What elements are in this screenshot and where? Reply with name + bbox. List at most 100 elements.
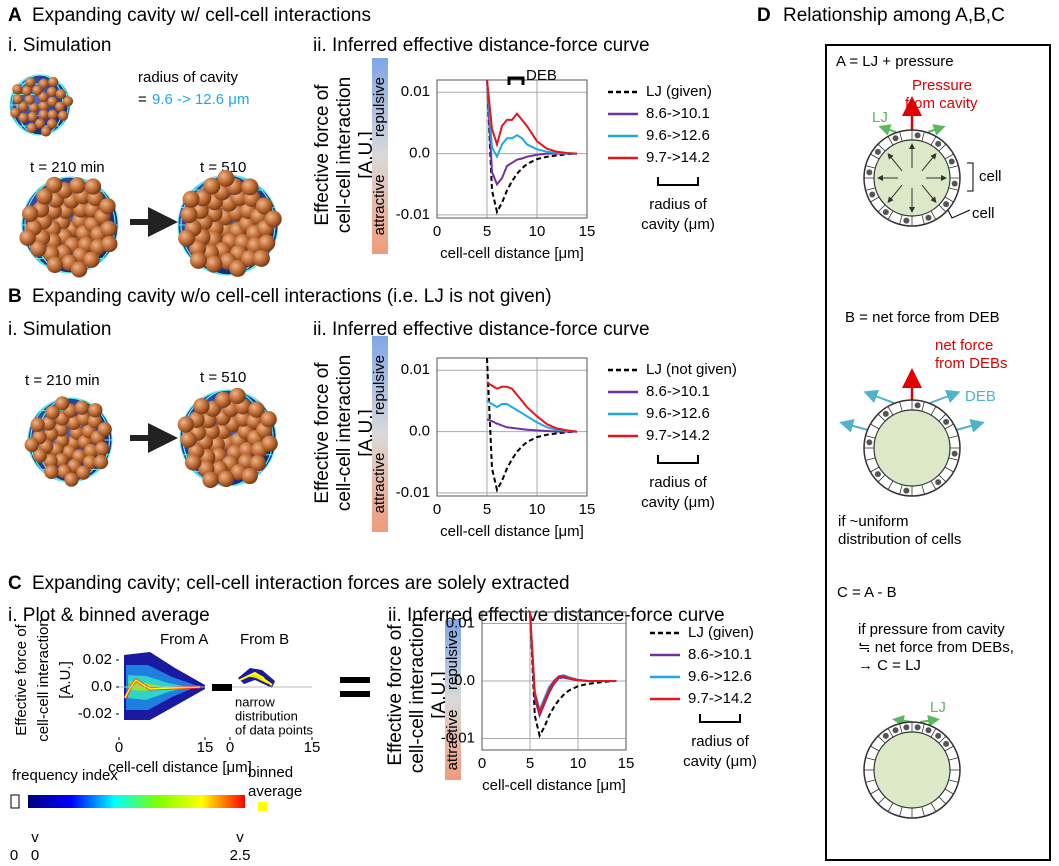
y-axis-label: Effective force of: [13, 623, 30, 735]
cell-divider: [938, 796, 947, 805]
legend-note: cavity (μm): [641, 216, 715, 233]
panel-box: [825, 44, 1051, 861]
cell-ball: [41, 416, 56, 431]
cell-nucleus: [882, 410, 889, 417]
cell-ball: [38, 91, 49, 103]
cell-divider: [899, 131, 903, 142]
cavity: [873, 731, 951, 809]
cell-ball: [88, 403, 103, 418]
cell-divider: [870, 788, 880, 795]
cell-divider: [887, 406, 894, 416]
cell-ball: [45, 176, 63, 194]
series-line: [486, 80, 578, 215]
cell-ball: [57, 110, 69, 121]
cell-divider: [921, 214, 925, 225]
cell-nucleus: [925, 727, 932, 734]
pressure-arrow: [887, 153, 903, 172]
colorbar-label: 0: [31, 847, 39, 864]
cell-ball: [12, 84, 23, 95]
legend-label: LJ (not given): [646, 361, 737, 378]
cell-ball: [214, 391, 232, 409]
annotation: DEB: [526, 67, 557, 84]
force-label: LJ: [872, 109, 888, 126]
time-label: t = 510: [200, 369, 246, 386]
note: if ~uniform: [838, 513, 908, 530]
cell-divider: [865, 779, 876, 783]
cell-ball: [180, 431, 197, 448]
equation: A = LJ + pressure: [836, 53, 954, 70]
cell-ball: [55, 88, 66, 100]
series-line: [529, 612, 617, 716]
y-tick-label: 0.0: [454, 672, 475, 689]
simulation-sphere: [24, 396, 113, 487]
legend-label: LJ (given): [688, 624, 754, 641]
cell-ball: [24, 94, 35, 105]
cell-ball: [217, 470, 235, 487]
y-tick-label: 0.01: [446, 614, 475, 631]
cell-divider: [887, 728, 894, 738]
cell-divider: [865, 165, 876, 169]
y-tick-label: 0.01: [401, 361, 430, 378]
equation: C = A - B: [837, 584, 897, 601]
cell-divider: [887, 480, 894, 490]
cell-ball: [241, 467, 258, 485]
cell-ball: [40, 126, 52, 137]
cell-ball: [177, 416, 195, 433]
cell-divider: [865, 757, 876, 761]
force-label: from DEBs: [935, 355, 1008, 372]
legend-note: cavity (μm): [641, 494, 715, 511]
cell-ball: [19, 229, 36, 246]
cell-ball: [83, 455, 98, 470]
arrow: [955, 419, 985, 433]
x-tick-label: 0: [226, 739, 234, 756]
colorbar-label: v: [31, 829, 39, 846]
bracket: [657, 177, 699, 186]
cell-nucleus: [866, 439, 873, 446]
y-tick-label: 0.02: [83, 651, 112, 668]
cell-divider: [921, 484, 925, 495]
cell-ball: [21, 85, 32, 96]
cell-ball: [217, 169, 235, 187]
cell-ball: [252, 249, 270, 267]
cell-ball: [54, 453, 69, 468]
y-axis-label: [A.U.]: [429, 671, 450, 719]
cell-ball: [99, 197, 116, 215]
y-axis-label: cell-cell interaction: [334, 77, 355, 233]
cell-divider: [930, 406, 937, 416]
cell-ball: [229, 387, 246, 405]
cell-ball: [62, 96, 74, 107]
simulation-sphere: [177, 169, 282, 277]
cell-ball: [260, 411, 277, 428]
x-tick-label: 15: [579, 501, 596, 518]
time-label: t = 210 min: [30, 159, 105, 176]
cell-divider: [865, 435, 876, 439]
y-axis-label: Effective force of: [385, 624, 406, 766]
cell-ball: [84, 178, 102, 195]
cell-nucleus: [874, 148, 881, 155]
cell-ball: [182, 190, 200, 208]
radius-eq: =: [138, 91, 147, 108]
cell-ring: [863, 721, 961, 819]
cell-divider: [944, 196, 954, 203]
cell-divider: [938, 735, 947, 744]
cell-divider: [877, 735, 886, 744]
cell-ball: [32, 85, 43, 96]
cell-nucleus: [903, 487, 910, 494]
equals-sign: [340, 677, 370, 683]
arrow: [919, 714, 940, 727]
cell-ball: [202, 471, 219, 488]
cell-nucleus: [869, 191, 876, 198]
cavity: [873, 409, 951, 487]
x-tick-label: 5: [483, 501, 491, 518]
cell-ball: [30, 417, 45, 432]
series-line: [486, 418, 577, 433]
legend-label: binned: [248, 764, 293, 781]
cell-ball: [248, 401, 265, 418]
cell-divider: [899, 806, 903, 817]
cell-ball: [27, 111, 38, 122]
cell-ball: [180, 206, 198, 224]
cell-ball: [24, 437, 39, 452]
cell-nucleus: [882, 732, 889, 739]
cell-divider: [948, 435, 959, 439]
cell-ball: [47, 96, 58, 107]
